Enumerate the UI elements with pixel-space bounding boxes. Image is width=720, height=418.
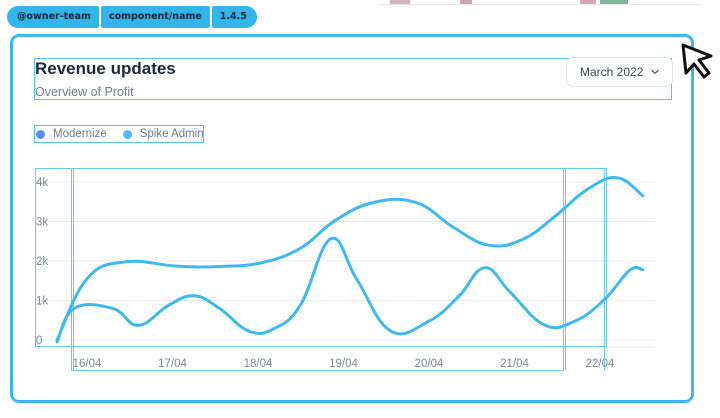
legend-dot-spike-admin <box>122 129 132 139</box>
card-subtitle: Overview of Profit <box>35 85 134 99</box>
mouse-pointer-icon <box>681 43 713 79</box>
tag-component-name: component/name <box>100 6 210 28</box>
tag-owner-team: @owner-team <box>7 6 99 28</box>
background-image-strip <box>380 0 700 5</box>
card-title: Revenue updates <box>35 59 176 78</box>
legend-label-modernize: Modernize <box>53 128 107 140</box>
chart-legend: Modernize Spike Admin <box>34 125 204 143</box>
legend-dot-modernize <box>36 129 45 139</box>
legend-item-spike-admin[interactable]: Spike Admin <box>122 128 204 140</box>
tag-version: 1.4.5 <box>211 6 257 28</box>
legend-item-modernize[interactable]: Modernize <box>36 128 107 140</box>
chevron-down-icon <box>651 69 659 75</box>
legend-label-spike-admin: Spike Admin <box>139 128 204 140</box>
month-select-value: March 2022 <box>580 65 644 79</box>
month-select[interactable]: March 2022 <box>566 57 673 87</box>
component-tags: @owner-team component/name 1.4.5 <box>7 6 257 28</box>
